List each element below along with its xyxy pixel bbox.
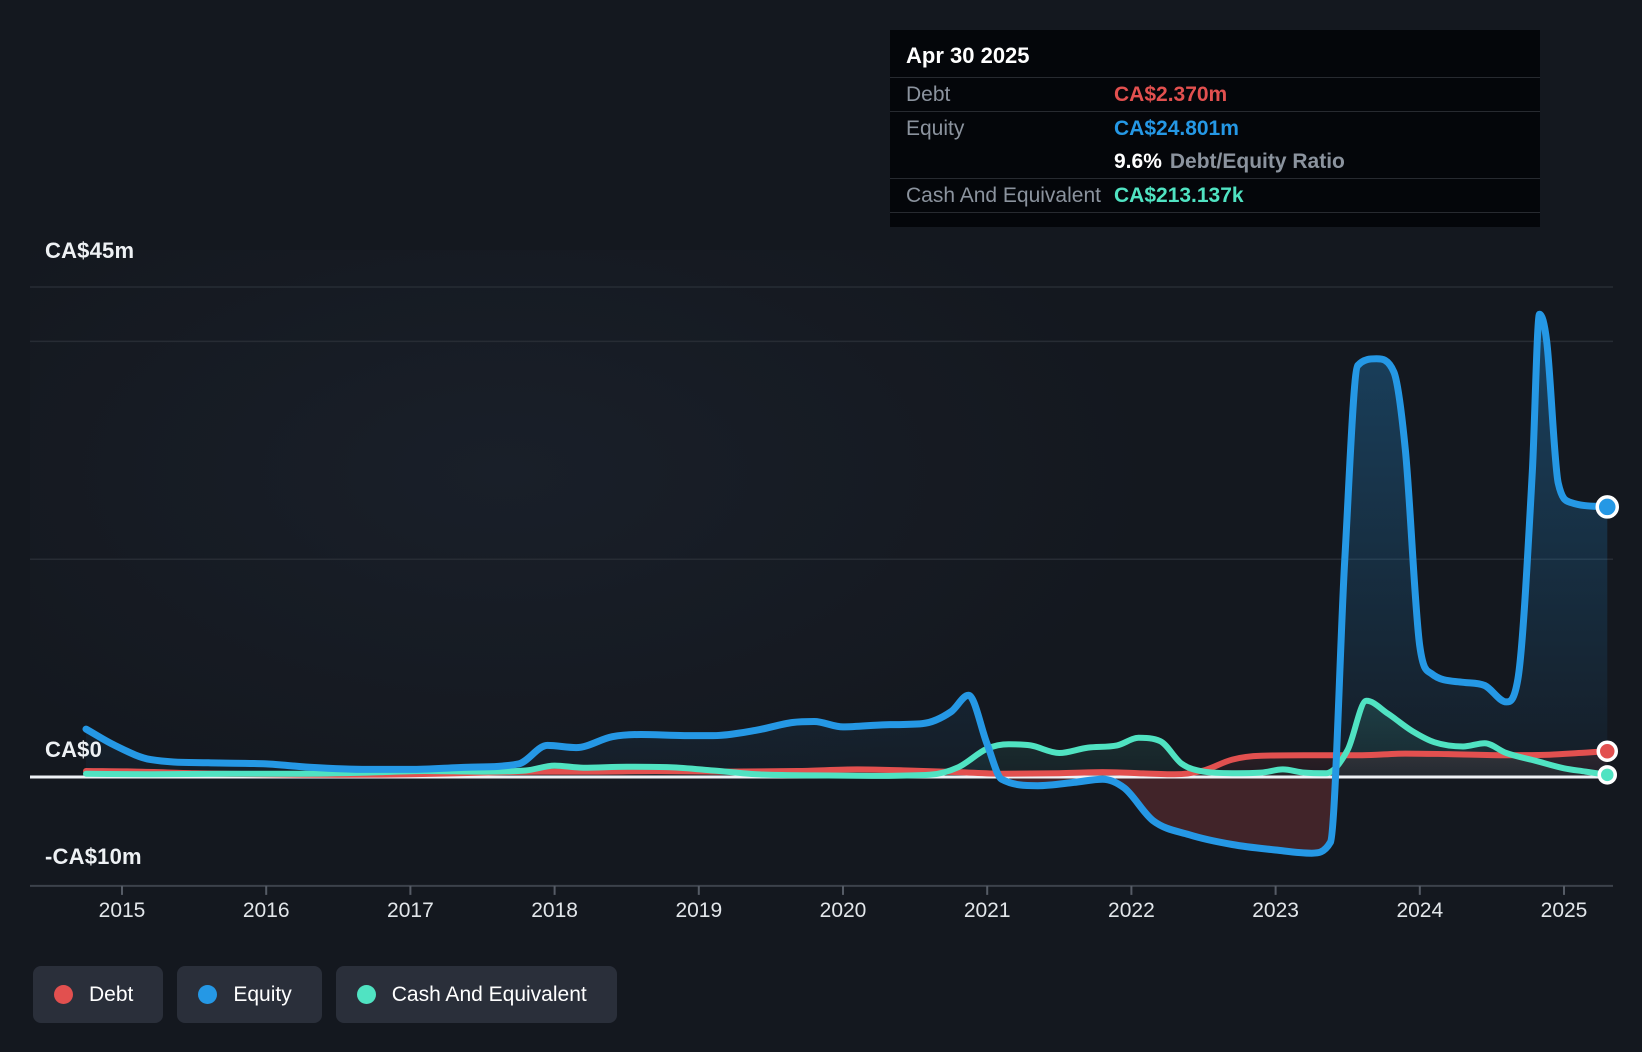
tooltip-row-ratio: 9.6% Debt/Equity Ratio xyxy=(890,145,1540,179)
chart-legend: Debt Equity Cash And Equivalent xyxy=(33,966,617,1023)
tooltip-row-debt: Debt CA$2.370m xyxy=(890,78,1540,112)
tooltip-equity-label: Equity xyxy=(906,116,965,140)
legend-item-cash[interactable]: Cash And Equivalent xyxy=(335,966,617,1023)
x-tick-label: 2018 xyxy=(531,899,578,922)
tooltip-date: Apr 30 2025 xyxy=(890,30,1540,78)
equity-dot-icon xyxy=(198,985,218,1004)
tooltip-row-cash: Cash And Equivalent CA$213.137k xyxy=(890,179,1540,213)
legend-cash-label: Cash And Equivalent xyxy=(391,982,587,1006)
tooltip-row-equity: Equity CA$24.801m xyxy=(890,112,1540,145)
legend-equity-label: Equity xyxy=(233,982,292,1006)
y-axis-label-45m: CA$45m xyxy=(45,238,135,263)
tooltip-cash-label: Cash And Equivalent xyxy=(906,183,1101,207)
tooltip-debt-value: CA$2.370m xyxy=(1114,82,1228,106)
cash-endpoint xyxy=(1597,765,1618,785)
y-axis-label-neg10m: -CA$10m xyxy=(45,844,142,869)
tooltip-ratio-value: 9.6% xyxy=(1114,149,1162,173)
legend-item-debt[interactable]: Debt xyxy=(33,966,164,1023)
x-tick-label: 2020 xyxy=(819,899,867,922)
debt-endpoint xyxy=(1596,740,1619,762)
legend-debt-label: Debt xyxy=(89,982,134,1006)
y-axis-label-0: CA$0 xyxy=(45,737,103,762)
tooltip-equity-value: CA$24.801m xyxy=(1114,116,1239,140)
x-tick-label: 2016 xyxy=(242,899,290,922)
x-tick-label: 2023 xyxy=(1252,899,1299,922)
x-tick-label: 2021 xyxy=(963,899,1011,922)
tooltip-ratio-label: Debt/Equity Ratio xyxy=(1169,149,1345,173)
x-tick-label: 2022 xyxy=(1108,899,1155,922)
cash-line xyxy=(83,697,1611,779)
equity-endpoint xyxy=(1595,495,1620,519)
cash-dot-icon xyxy=(356,985,376,1004)
gridlines xyxy=(30,286,1613,895)
chart-tooltip: Apr 30 2025 Debt CA$2.370m Equity CA$24.… xyxy=(890,30,1540,227)
x-tick-label: 2017 xyxy=(387,899,434,922)
tooltip-debt-label: Debt xyxy=(906,82,951,106)
legend-item-equity[interactable]: Equity xyxy=(177,966,322,1023)
tooltip-cash-value: CA$213.137k xyxy=(1114,183,1244,207)
x-tick-label: 2024 xyxy=(1396,899,1444,922)
x-tick-label: 2015 xyxy=(98,899,146,922)
debt-dot-icon xyxy=(54,985,73,1004)
x-tick-label: 2019 xyxy=(675,899,723,922)
x-tick-label: 2025 xyxy=(1540,899,1588,922)
equity-line xyxy=(82,310,1611,857)
